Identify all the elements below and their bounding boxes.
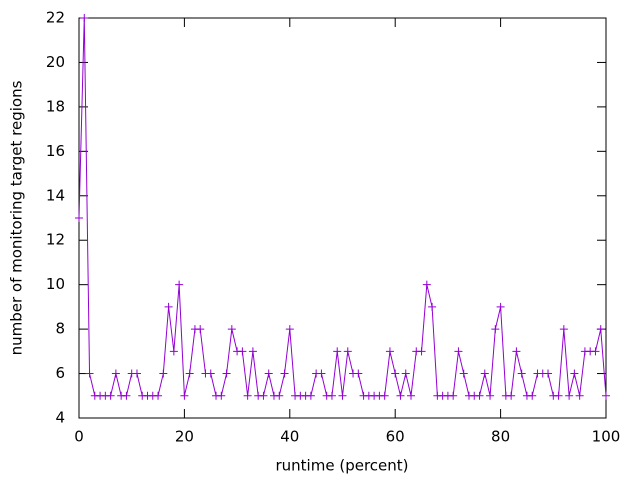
point-marker — [306, 391, 315, 400]
point-marker — [491, 325, 500, 334]
point-marker — [480, 369, 489, 378]
point-marker — [259, 391, 268, 400]
point-marker — [180, 391, 189, 400]
x-tick-label: 40 — [280, 428, 299, 446]
point-marker — [570, 369, 579, 378]
point-marker — [507, 391, 516, 400]
point-marker — [496, 302, 505, 311]
point-marker — [338, 391, 347, 400]
point-marker — [159, 369, 168, 378]
point-marker — [517, 369, 526, 378]
point-marker — [380, 391, 389, 400]
point-marker — [275, 391, 284, 400]
y-tick-label: 12 — [46, 231, 65, 249]
point-marker — [327, 391, 336, 400]
point-marker — [391, 369, 400, 378]
y-axis-label: number of monitoring target regions — [8, 80, 26, 355]
point-marker — [528, 391, 537, 400]
point-marker — [544, 369, 553, 378]
point-marker — [111, 369, 120, 378]
point-marker — [85, 369, 94, 378]
point-marker — [333, 347, 342, 356]
point-marker — [596, 325, 605, 334]
point-marker — [422, 280, 431, 289]
point-marker — [343, 347, 352, 356]
x-tick-label: 20 — [175, 428, 194, 446]
point-marker — [206, 369, 215, 378]
point-marker — [385, 347, 394, 356]
point-marker — [80, 14, 89, 22]
point-marker — [417, 347, 426, 356]
x-tick-label: 60 — [386, 428, 405, 446]
point-marker — [106, 391, 115, 400]
point-marker — [222, 369, 231, 378]
point-marker — [175, 280, 184, 289]
point-marker — [122, 391, 131, 400]
point-marker — [575, 391, 584, 400]
point-marker — [169, 347, 178, 356]
point-marker — [512, 347, 521, 356]
point-marker — [454, 347, 463, 356]
y-tick-label: 20 — [46, 53, 65, 71]
point-marker — [132, 369, 141, 378]
y-tick-label: 8 — [55, 320, 65, 338]
point-marker — [217, 391, 226, 400]
point-marker — [602, 391, 610, 400]
x-axis-label: runtime (percent) — [276, 457, 409, 475]
point-marker — [280, 369, 289, 378]
y-tick-label: 22 — [46, 9, 65, 27]
point-marker — [264, 369, 273, 378]
x-tick-label: 80 — [491, 428, 510, 446]
point-marker — [227, 325, 236, 334]
point-marker — [554, 391, 563, 400]
y-tick-label: 18 — [46, 97, 65, 115]
point-marker — [486, 391, 495, 400]
point-marker — [164, 302, 173, 311]
point-marker — [591, 347, 600, 356]
data-line — [78, 17, 607, 397]
point-marker — [196, 325, 205, 334]
point-marker — [248, 347, 257, 356]
y-tick-label: 16 — [46, 142, 65, 160]
point-marker — [428, 302, 437, 311]
point-marker — [475, 391, 484, 400]
point-marker — [459, 369, 468, 378]
point-marker — [354, 369, 363, 378]
y-tick-label: 4 — [55, 409, 65, 427]
plot-border — [78, 17, 607, 419]
point-marker — [407, 391, 416, 400]
y-tick-label: 6 — [55, 364, 65, 382]
point-marker — [154, 391, 163, 400]
x-tick-label: 0 — [74, 428, 84, 446]
point-marker — [243, 391, 252, 400]
point-marker — [75, 214, 83, 222]
y-tick-label: 14 — [46, 186, 65, 204]
point-marker — [285, 325, 294, 334]
point-marker — [238, 347, 247, 356]
point-marker — [401, 369, 410, 378]
point-marker — [396, 391, 405, 400]
point-marker — [185, 369, 194, 378]
point-marker — [565, 391, 574, 400]
x-tick-label: 100 — [592, 428, 621, 446]
y-tick-label: 10 — [46, 275, 65, 293]
point-marker — [559, 325, 568, 334]
point-marker — [449, 391, 458, 400]
point-marker — [317, 369, 326, 378]
